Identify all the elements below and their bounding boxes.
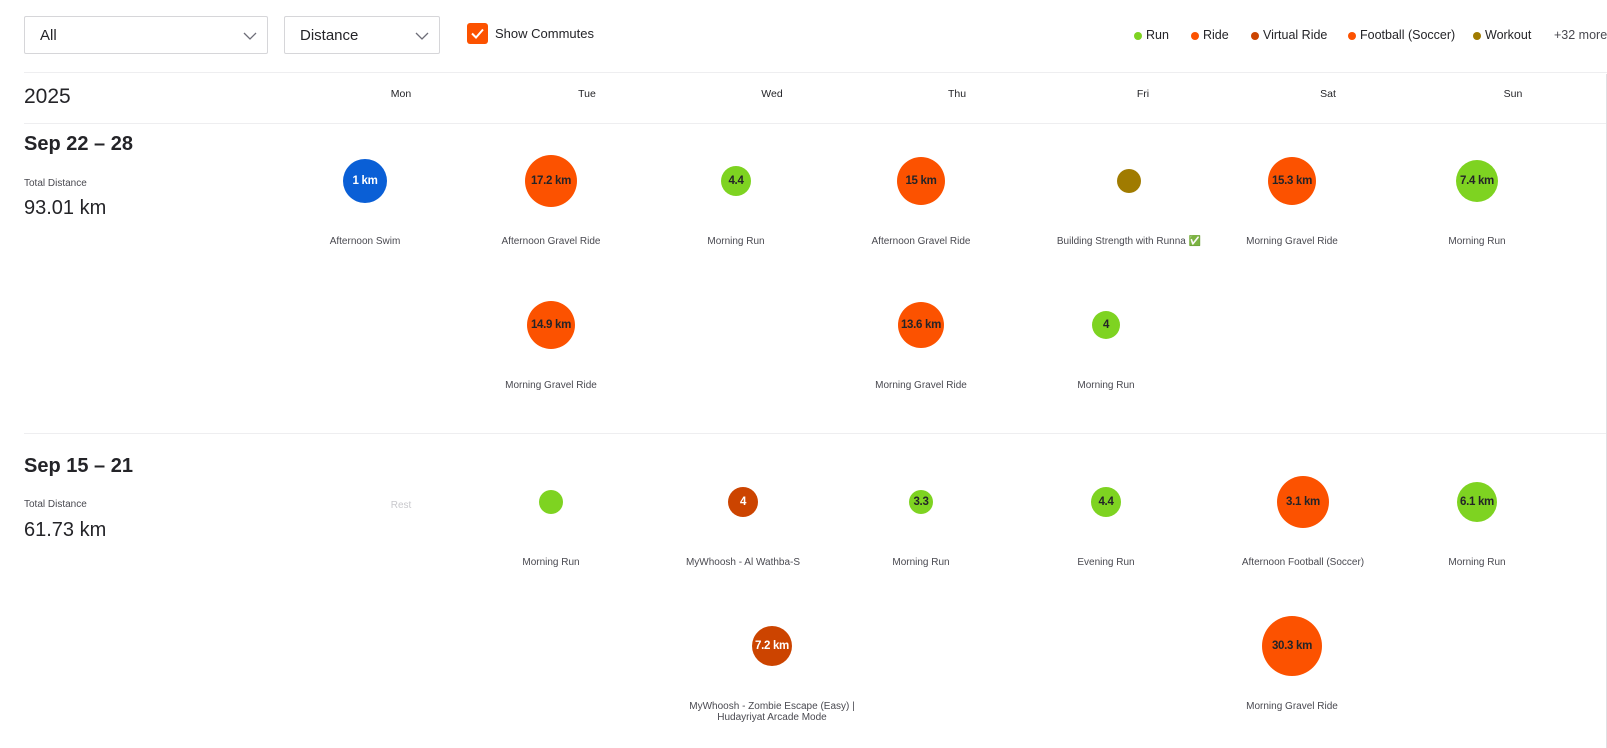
divider bbox=[24, 123, 1607, 124]
activity-name[interactable]: Afternoon Gravel Ride bbox=[501, 236, 601, 247]
activity-bubble[interactable]: 15.3 km bbox=[1268, 157, 1316, 205]
day-header-mon: Mon bbox=[390, 88, 412, 100]
legend-dot bbox=[1134, 32, 1142, 40]
activity-bubble[interactable]: 4.4 bbox=[1091, 487, 1121, 517]
chevron-down-icon bbox=[415, 32, 429, 40]
activity-bubble[interactable]: 4 bbox=[728, 487, 758, 517]
legend-dot bbox=[1191, 32, 1199, 40]
activity-name[interactable]: Afternoon Swim bbox=[329, 236, 401, 247]
legend-dot bbox=[1473, 32, 1481, 40]
activity-bubble[interactable]: 4 bbox=[1092, 311, 1120, 339]
activity-bubble[interactable]: 17.2 km bbox=[525, 155, 577, 207]
activity-name[interactable]: Morning Gravel Ride bbox=[875, 380, 967, 391]
day-header-thu: Thu bbox=[947, 88, 967, 100]
activity-name[interactable]: Evening Run bbox=[1077, 557, 1135, 568]
activity-bubble[interactable] bbox=[1117, 169, 1141, 193]
activity-bubble[interactable]: 6.1 km bbox=[1457, 482, 1497, 522]
activity-name[interactable]: Morning Run bbox=[892, 557, 950, 568]
metric-filter-select[interactable]: Distance bbox=[284, 16, 440, 54]
divider bbox=[24, 72, 1607, 73]
activity-name[interactable]: Afternoon Football (Soccer) bbox=[1241, 557, 1365, 568]
show-commutes-label: Show Commutes bbox=[495, 26, 594, 41]
legend-dot bbox=[1348, 32, 1356, 40]
activity-name[interactable]: Morning Run bbox=[1077, 380, 1135, 391]
day-header-sun: Sun bbox=[1503, 88, 1523, 100]
activity-name[interactable]: Building Strength with Runna ✅ bbox=[1056, 236, 1202, 247]
rest-day-label: Rest bbox=[390, 500, 412, 511]
total-distance-label: Total Distance bbox=[24, 178, 87, 189]
activity-name[interactable]: Morning Run bbox=[522, 557, 580, 568]
show-commutes-checkbox[interactable] bbox=[467, 23, 488, 44]
metric-filter-value: Distance bbox=[300, 27, 359, 44]
activity-name[interactable]: MyWhoosh - Zombie Escape (Easy) | Hudayr… bbox=[689, 701, 855, 723]
day-header-tue: Tue bbox=[578, 88, 596, 100]
divider bbox=[24, 433, 1607, 434]
activity-name[interactable]: Morning Gravel Ride bbox=[1246, 701, 1338, 712]
activity-bubble[interactable] bbox=[539, 490, 563, 514]
total-distance-value: 93.01 km bbox=[24, 197, 107, 219]
legend-more-link[interactable]: +32 more bbox=[1554, 28, 1607, 42]
activity-bubble[interactable]: 13.6 km bbox=[898, 302, 944, 348]
activity-name[interactable]: MyWhoosh - Al Wathba-S bbox=[685, 557, 801, 568]
chevron-down-icon bbox=[243, 32, 257, 40]
total-distance-value: 61.73 km bbox=[24, 519, 107, 541]
activity-name[interactable]: Morning Run bbox=[707, 236, 765, 247]
activity-name[interactable]: Morning Gravel Ride bbox=[505, 380, 597, 391]
legend-label: Run bbox=[1146, 28, 1169, 42]
day-header-sat: Sat bbox=[1320, 88, 1336, 100]
activity-bubble[interactable]: 7.4 km bbox=[1456, 160, 1498, 202]
week-title: Sep 22 – 28 bbox=[24, 133, 133, 155]
activity-name[interactable]: Morning Gravel Ride bbox=[1246, 236, 1338, 247]
activity-name[interactable]: Afternoon Gravel Ride bbox=[871, 236, 971, 247]
activity-bubble[interactable]: 3.1 km bbox=[1277, 476, 1329, 528]
activity-bubble[interactable]: 3.3 bbox=[909, 490, 933, 514]
checkmark-icon bbox=[471, 28, 484, 39]
legend-label: Football (Soccer) bbox=[1360, 28, 1456, 42]
activity-bubble[interactable]: 30.3 km bbox=[1262, 616, 1322, 676]
activity-bubble[interactable]: 4.4 bbox=[721, 166, 751, 196]
week-title: Sep 15 – 21 bbox=[24, 455, 133, 477]
year-heading: 2025 bbox=[24, 85, 71, 108]
activity-bubble[interactable]: 14.9 km bbox=[527, 301, 575, 349]
legend-label: Workout bbox=[1485, 28, 1532, 42]
legend-dot bbox=[1251, 32, 1259, 40]
activity-bubble[interactable]: 1 km bbox=[343, 159, 387, 203]
activity-name[interactable]: Morning Run bbox=[1448, 557, 1506, 568]
legend-label: Ride bbox=[1203, 28, 1229, 42]
day-header-fri: Fri bbox=[1136, 88, 1150, 100]
sport-filter-select[interactable]: All bbox=[24, 16, 268, 54]
sport-filter-value: All bbox=[40, 27, 57, 44]
legend-label: Virtual Ride bbox=[1263, 28, 1328, 42]
activity-bubble[interactable]: 7.2 km bbox=[752, 626, 792, 666]
total-distance-label: Total Distance bbox=[24, 499, 87, 510]
day-header-wed: Wed bbox=[761, 88, 783, 100]
activity-bubble[interactable]: 15 km bbox=[897, 157, 945, 205]
activity-name[interactable]: Morning Run bbox=[1448, 236, 1506, 247]
